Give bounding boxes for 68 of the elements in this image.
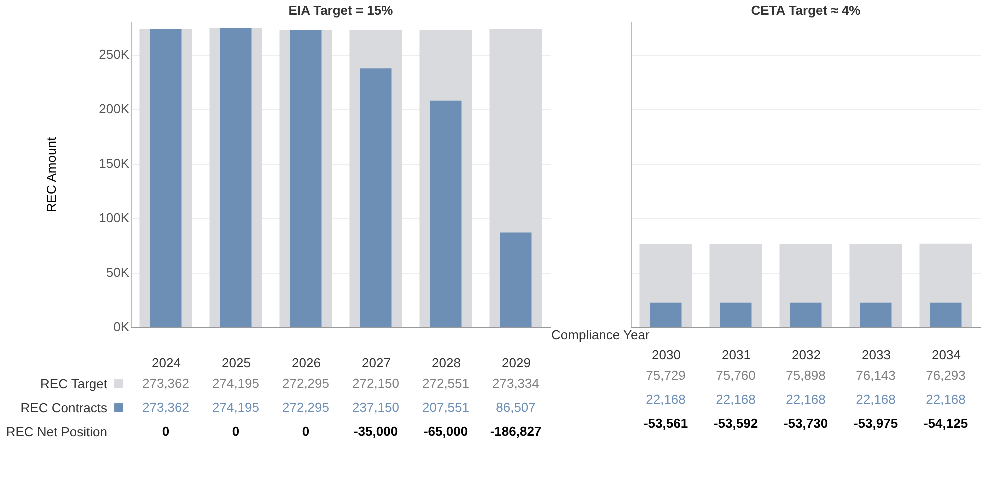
- bar: [290, 30, 322, 327]
- data-label: 75,898: [786, 368, 826, 383]
- bar: [360, 68, 392, 327]
- y-tick-label: 200K: [99, 102, 130, 117]
- bar: [220, 28, 252, 327]
- bar: [430, 100, 462, 327]
- data-label: 207,551: [422, 400, 470, 415]
- data-label: 22,168: [856, 392, 896, 407]
- data-label: 272,295: [282, 376, 330, 391]
- data-label: 76,143: [856, 368, 896, 383]
- y-tick-label: 150K: [99, 156, 130, 172]
- x-tick-label: 2033: [862, 348, 891, 362]
- y-tick-label: 0K: [114, 320, 130, 334]
- data-label: 237,150: [352, 400, 400, 415]
- data-label: 22,168: [716, 392, 756, 407]
- text: -54,125: [924, 416, 968, 431]
- text: 0: [162, 424, 170, 439]
- text: REC Net Position: [6, 424, 108, 440]
- data-label: 86,507: [496, 400, 536, 415]
- x-tick-label: 2030: [652, 348, 681, 362]
- data-label: 22,168: [646, 392, 686, 407]
- x-tick-label: 2026: [292, 356, 321, 370]
- text: -53,730: [784, 416, 828, 431]
- text: -53,592: [714, 416, 758, 431]
- data-label: 75,760: [716, 368, 756, 383]
- x-tick-label: 2034: [932, 348, 961, 362]
- data-label: 274,195: [212, 376, 260, 391]
- chart-title: CETA Target ≈ 4%: [751, 3, 862, 18]
- x-axis-title: Compliance Year: [552, 328, 650, 342]
- x-tick-label: 2024: [152, 356, 181, 370]
- bar: [930, 302, 962, 327]
- data-label: 273,334: [492, 376, 540, 391]
- y-tick-label: 100K: [99, 210, 130, 226]
- bar: [720, 302, 752, 327]
- data-label: 272,150: [352, 376, 400, 391]
- text: -53,975: [854, 416, 898, 431]
- text: -35,000: [354, 424, 398, 439]
- x-tick-label: 2027: [362, 356, 391, 370]
- bar: [650, 302, 682, 327]
- legend-label: REC Target: [40, 376, 108, 392]
- data-label: 273,362: [142, 400, 190, 415]
- data-label: 274,195: [212, 400, 260, 415]
- bar: [860, 302, 892, 327]
- chart-title: EIA Target = 15%: [288, 3, 394, 18]
- x-tick-label: 2028: [432, 356, 461, 370]
- legend-label: REC Contracts: [20, 400, 108, 416]
- bar: [500, 232, 532, 327]
- bar: [790, 302, 822, 327]
- x-tick-label: 2029: [502, 356, 531, 370]
- y-tick-label: 50K: [106, 265, 130, 280]
- data-label: 272,295: [282, 400, 330, 415]
- bar: [150, 29, 182, 327]
- text: -53,561: [644, 416, 688, 431]
- x-tick-label: 2025: [222, 356, 251, 370]
- text: -65,000: [424, 424, 468, 439]
- data-label: 22,168: [786, 392, 826, 407]
- y-tick-label: 250K: [99, 47, 130, 62]
- data-label: 273,362: [142, 376, 190, 391]
- y-axis-title: REC Amount: [44, 137, 60, 213]
- x-tick-label: 2031: [722, 348, 751, 362]
- x-tick-label: 2032: [792, 348, 821, 362]
- data-label: 272,551: [422, 376, 470, 391]
- text: 0: [302, 424, 310, 439]
- data-label: 76,293: [926, 368, 966, 383]
- data-label: 75,729: [646, 368, 686, 383]
- text: 0: [232, 424, 240, 439]
- data-label: 22,168: [926, 392, 966, 407]
- text: -186,827: [490, 424, 542, 439]
